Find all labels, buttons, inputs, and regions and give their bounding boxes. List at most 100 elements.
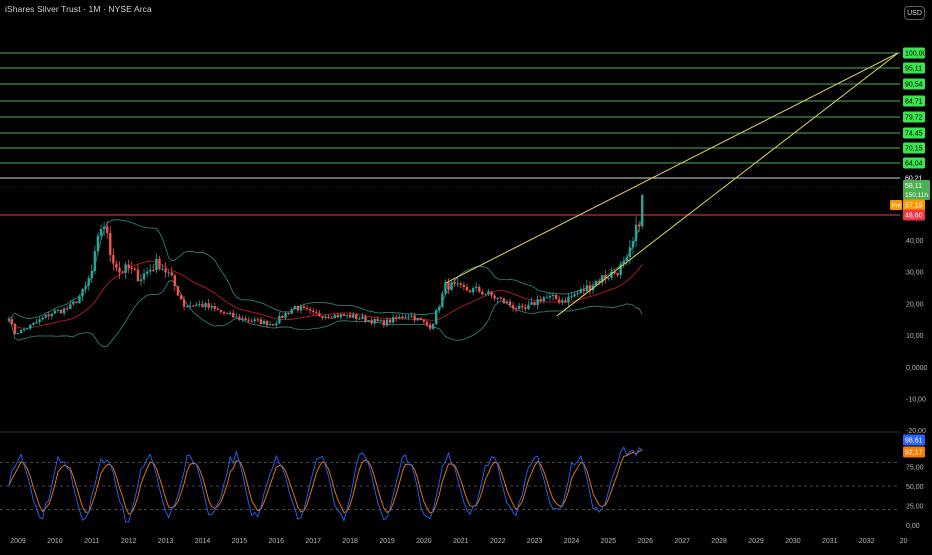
- axes: -20,00 -10,00 0,0000 10,00 20,00 30,00 40,00 0,…: [0, 238, 928, 545]
- svg-text:58,11: 58,11: [905, 183, 922, 190]
- candle: [324, 314, 327, 320]
- candle: [105, 221, 109, 239]
- candle: [93, 245, 97, 275]
- candle: [407, 313, 410, 320]
- candle: [385, 316, 389, 328]
- candle: [228, 310, 232, 316]
- candle: [339, 313, 343, 320]
- candle: [561, 297, 564, 306]
- candle: [576, 289, 579, 298]
- candle: [527, 300, 530, 311]
- candle: [158, 255, 161, 271]
- candle: [355, 312, 358, 322]
- rsi-fast-value-label: 98,61: [903, 434, 925, 446]
- candle: [554, 293, 558, 300]
- svg-text:95,11: 95,11: [905, 66, 922, 73]
- candle: [78, 294, 81, 304]
- candle: [152, 264, 155, 272]
- candle: [112, 248, 115, 271]
- candle: [142, 269, 146, 284]
- rsi-fast-line: [8, 446, 643, 523]
- candle: [38, 317, 41, 325]
- x-tick-label: 2015: [232, 538, 248, 545]
- x-tick-label: 2029: [748, 538, 764, 545]
- candle: [296, 305, 300, 313]
- y-tick-label: 40,00: [906, 238, 924, 245]
- candle: [588, 281, 592, 296]
- candle: [348, 311, 352, 318]
- candle: [579, 286, 582, 294]
- svg-text:84,71: 84,71: [905, 99, 923, 106]
- candle: [413, 312, 416, 324]
- rsi-tick-label: 25,00: [906, 504, 924, 511]
- candle: [44, 314, 47, 319]
- candle: [185, 305, 189, 308]
- level-lines: [0, 52, 900, 216]
- candle: [435, 308, 438, 326]
- candle: [351, 311, 355, 319]
- candle: [250, 318, 253, 323]
- candle: [438, 304, 441, 314]
- svg-text:64,04: 64,04: [905, 161, 923, 168]
- candle: [102, 221, 106, 236]
- candle: [176, 286, 180, 297]
- level-price-label: 70,15: [903, 142, 925, 154]
- candle: [364, 314, 367, 323]
- svg-text:57,19: 57,19: [905, 203, 923, 210]
- level-price-label: 90,54: [903, 78, 925, 90]
- x-tick-label: 2020: [416, 538, 432, 545]
- rsi-tick-label: 75,00: [906, 465, 924, 472]
- candle: [493, 293, 496, 301]
- last-price-label: 58,11 150,11h: [903, 180, 930, 200]
- candle: [84, 281, 87, 294]
- candle: [90, 264, 93, 284]
- x-tick-label: 2016: [269, 538, 285, 545]
- candle: [272, 323, 275, 327]
- candle: [425, 319, 429, 328]
- candle: [35, 319, 38, 325]
- candle: [145, 268, 149, 277]
- currency-button[interactable]: USD: [904, 6, 925, 20]
- candle: [299, 304, 303, 314]
- candle: [468, 289, 472, 293]
- candle: [601, 274, 604, 286]
- candle: [321, 315, 324, 321]
- candle: [484, 293, 487, 296]
- candle: [179, 293, 183, 300]
- svg-text:48,60: 48,60: [905, 213, 923, 220]
- x-tick-label: 2030: [785, 538, 801, 545]
- candle: [256, 316, 260, 323]
- candle: [66, 306, 69, 311]
- candle: [462, 281, 466, 291]
- candle: [173, 273, 177, 292]
- candle: [318, 309, 321, 317]
- candle: [10, 316, 14, 327]
- candle: [50, 312, 54, 320]
- pre-market-price-label: 57,19: [903, 199, 925, 211]
- x-tick-label: 2028: [711, 538, 727, 545]
- candle: [53, 308, 57, 315]
- candle: [247, 317, 250, 323]
- candle: [308, 306, 312, 315]
- candle: [416, 317, 419, 322]
- candle: [259, 316, 263, 325]
- candle: [327, 314, 330, 320]
- candle: [502, 297, 506, 304]
- candle: [607, 277, 610, 281]
- candle: [582, 284, 585, 295]
- candle: [616, 272, 619, 278]
- candle: [511, 302, 515, 312]
- x-tick-label: 2024: [564, 538, 580, 545]
- candle: [548, 291, 552, 301]
- candle: [290, 307, 293, 315]
- candle: [19, 329, 23, 334]
- candle: [244, 315, 247, 321]
- candle: [75, 301, 78, 304]
- candle: [59, 309, 63, 314]
- candle: [305, 305, 309, 311]
- x-tick-label: 2026: [638, 538, 654, 545]
- candle: [499, 296, 502, 300]
- candle: [268, 321, 272, 326]
- candle: [330, 316, 333, 319]
